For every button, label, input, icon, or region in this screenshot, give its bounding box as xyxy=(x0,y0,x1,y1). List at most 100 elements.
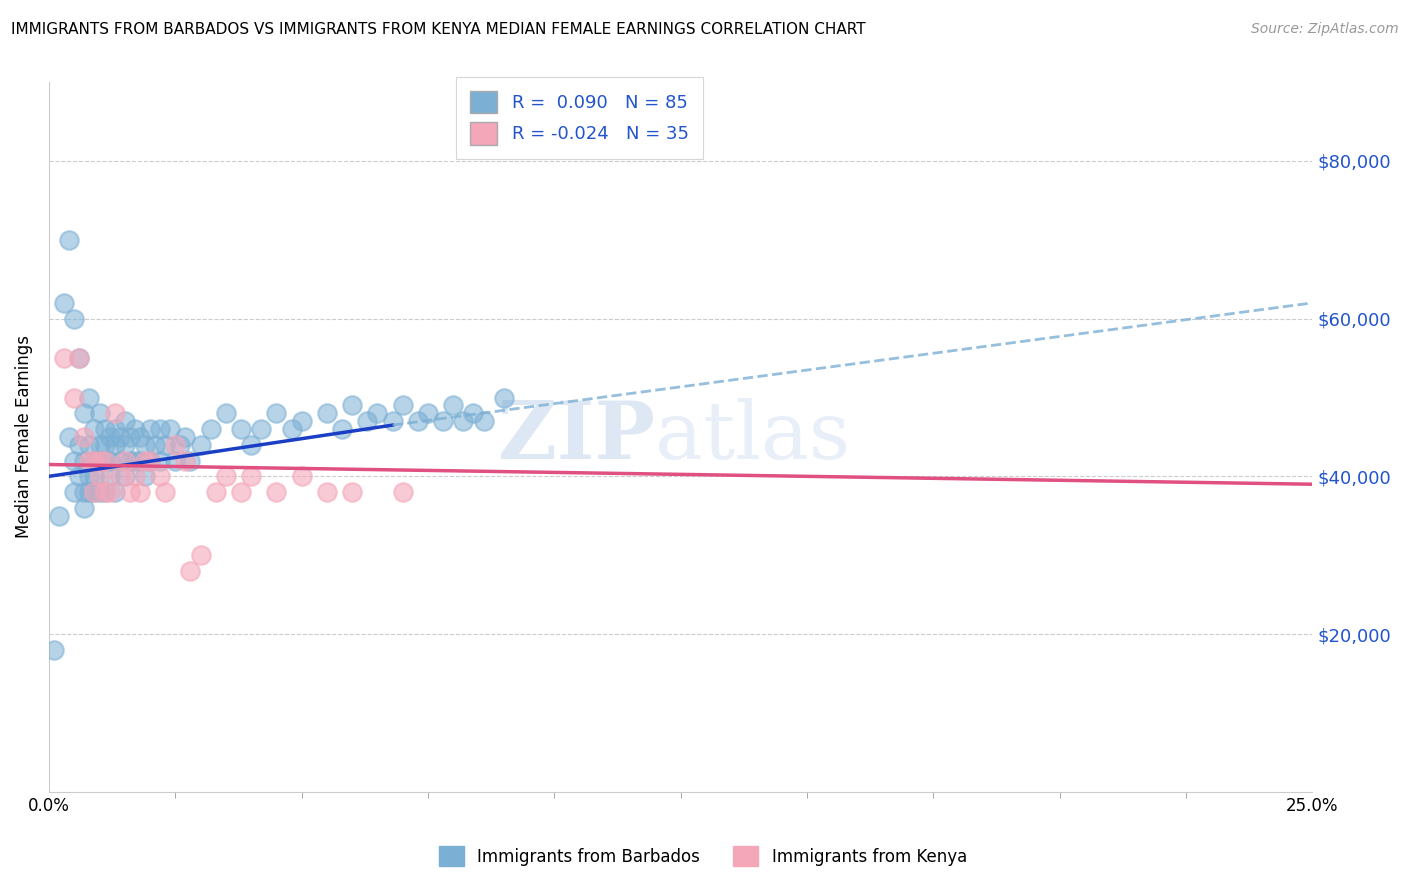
Point xyxy=(291,414,314,428)
Point xyxy=(143,438,166,452)
Point xyxy=(381,414,404,428)
Point xyxy=(48,508,70,523)
Point xyxy=(174,430,197,444)
Point xyxy=(266,485,288,500)
Point xyxy=(129,430,152,444)
Point xyxy=(89,469,111,483)
Point xyxy=(73,430,96,444)
Point xyxy=(124,469,146,483)
Point xyxy=(89,453,111,467)
Point xyxy=(204,485,226,500)
Point xyxy=(134,469,156,483)
Point xyxy=(83,469,105,483)
Point xyxy=(73,453,96,467)
Point xyxy=(139,453,162,467)
Point xyxy=(83,422,105,436)
Point xyxy=(93,453,115,467)
Point xyxy=(89,406,111,420)
Point xyxy=(356,414,378,428)
Point xyxy=(83,453,105,467)
Point xyxy=(165,453,187,467)
Point xyxy=(79,485,101,500)
Point xyxy=(129,485,152,500)
Point xyxy=(63,391,86,405)
Text: ZIP: ZIP xyxy=(498,398,655,476)
Point xyxy=(114,438,136,452)
Point xyxy=(118,485,141,500)
Point xyxy=(108,453,131,467)
Point xyxy=(79,453,101,467)
Point xyxy=(114,453,136,467)
Point xyxy=(73,500,96,515)
Point xyxy=(391,485,413,500)
Point xyxy=(139,422,162,436)
Point xyxy=(441,398,464,412)
Point xyxy=(53,351,76,365)
Point xyxy=(63,485,86,500)
Point xyxy=(200,422,222,436)
Point xyxy=(266,406,288,420)
Point xyxy=(463,406,485,420)
Point xyxy=(472,414,495,428)
Point xyxy=(98,469,121,483)
Point xyxy=(93,485,115,500)
Point xyxy=(366,406,388,420)
Text: IMMIGRANTS FROM BARBADOS VS IMMIGRANTS FROM KENYA MEDIAN FEMALE EARNINGS CORRELA: IMMIGRANTS FROM BARBADOS VS IMMIGRANTS F… xyxy=(11,22,866,37)
Point xyxy=(108,469,131,483)
Point xyxy=(432,414,454,428)
Point xyxy=(93,422,115,436)
Point xyxy=(58,233,80,247)
Point xyxy=(134,438,156,452)
Point xyxy=(406,414,429,428)
Point xyxy=(118,430,141,444)
Point xyxy=(67,351,90,365)
Point xyxy=(240,438,263,452)
Point xyxy=(79,391,101,405)
Point xyxy=(330,422,353,436)
Point xyxy=(58,430,80,444)
Point xyxy=(79,438,101,452)
Legend: R =  0.090   N = 85, R = -0.024   N = 35: R = 0.090 N = 85, R = -0.024 N = 35 xyxy=(456,77,703,159)
Y-axis label: Median Female Earnings: Median Female Earnings xyxy=(15,335,32,539)
Point xyxy=(104,438,127,452)
Point xyxy=(67,438,90,452)
Point xyxy=(114,469,136,483)
Point xyxy=(291,469,314,483)
Point xyxy=(98,485,121,500)
Point xyxy=(492,391,515,405)
Point xyxy=(73,485,96,500)
Point xyxy=(139,453,162,467)
Point xyxy=(280,422,302,436)
Point xyxy=(124,422,146,436)
Point xyxy=(53,296,76,310)
Point xyxy=(89,438,111,452)
Point xyxy=(340,485,363,500)
Point xyxy=(104,422,127,436)
Point xyxy=(155,438,177,452)
Point xyxy=(190,438,212,452)
Point xyxy=(316,485,339,500)
Point xyxy=(67,469,90,483)
Point xyxy=(316,406,339,420)
Point xyxy=(63,311,86,326)
Point xyxy=(169,438,191,452)
Point xyxy=(89,453,111,467)
Point xyxy=(340,398,363,412)
Point xyxy=(149,422,172,436)
Point xyxy=(155,485,177,500)
Point xyxy=(73,406,96,420)
Point xyxy=(93,485,115,500)
Point xyxy=(240,469,263,483)
Point xyxy=(98,453,121,467)
Point xyxy=(174,453,197,467)
Point xyxy=(104,485,127,500)
Point xyxy=(129,453,152,467)
Point xyxy=(149,469,172,483)
Point xyxy=(63,453,86,467)
Point xyxy=(250,422,273,436)
Point xyxy=(159,422,181,436)
Point xyxy=(114,414,136,428)
Point xyxy=(83,485,105,500)
Point xyxy=(215,469,238,483)
Point xyxy=(42,642,65,657)
